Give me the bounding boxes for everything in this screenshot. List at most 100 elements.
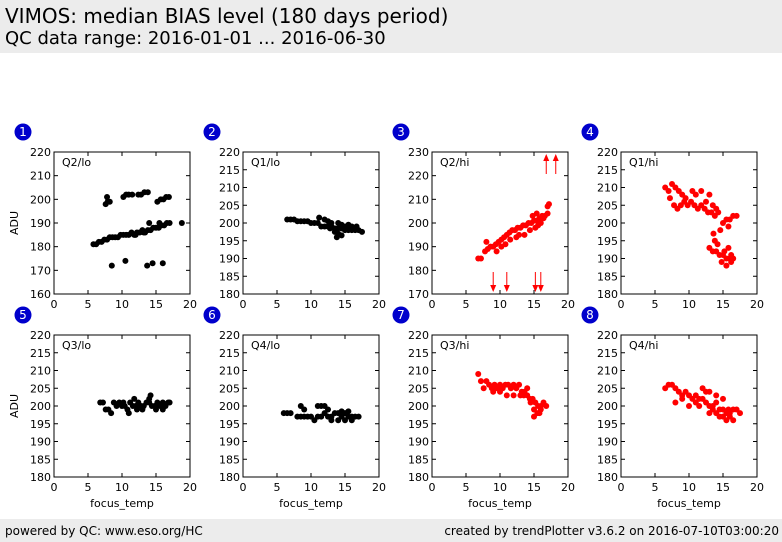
subplot-badge (14, 306, 32, 324)
x-tick-label: 15 (149, 298, 163, 311)
x-tick-label: 5 (85, 298, 92, 311)
plot-frame (620, 151, 758, 295)
data-point (737, 410, 743, 417)
data-point (122, 257, 129, 264)
data-point (477, 378, 484, 385)
data-point (725, 244, 732, 251)
y-tick-label: 185 (219, 270, 240, 283)
subplot-badge-number: 6 (208, 308, 216, 322)
data-point (516, 381, 523, 388)
data-point (338, 408, 345, 415)
data-point (728, 259, 735, 266)
y-tick-label: 200 (30, 193, 51, 206)
data-point (706, 410, 713, 417)
data-point (108, 262, 115, 269)
data-point (144, 189, 151, 196)
x-tick-label: 15 (338, 298, 352, 311)
y-tick-label: 190 (597, 253, 618, 266)
y-tick-label: 190 (597, 436, 618, 449)
data-point (490, 388, 497, 395)
data-point (129, 191, 136, 198)
out-of-range-arrow-head (503, 285, 510, 292)
x-tick-label: 20 (750, 298, 764, 311)
data-point (545, 201, 552, 208)
data-point (342, 417, 348, 424)
y-tick-label: 180 (408, 264, 429, 277)
data-point (144, 262, 151, 269)
x-tick-label: 0 (618, 298, 625, 311)
x-tick-label: 20 (750, 481, 764, 494)
y-tick-label: 200 (597, 400, 618, 413)
x-tick-label: 10 (115, 481, 129, 494)
data-point (159, 406, 166, 413)
y-tick-label: 200 (219, 400, 240, 413)
data-point (325, 406, 331, 413)
data-point (108, 410, 115, 417)
data-point (497, 388, 503, 395)
data-point (527, 399, 534, 406)
x-tick-label: 5 (652, 298, 659, 311)
data-point (696, 403, 703, 409)
data-point (544, 210, 551, 217)
y-tick-label: 230 (408, 146, 429, 159)
y-tick-label: 195 (597, 235, 618, 248)
data-point (153, 406, 159, 413)
footer-powered-by: powered by QC: www.eso.org/HC (5, 524, 203, 538)
y-tick-label: 200 (597, 217, 618, 230)
y-tick-label: 195 (219, 235, 240, 248)
out-of-range-arrow-head (532, 285, 539, 292)
data-point (345, 408, 352, 415)
x-tick-label: 0 (618, 481, 625, 494)
data-point (475, 371, 482, 378)
plot-frame (431, 151, 569, 295)
data-point (543, 403, 550, 409)
data-point (698, 188, 705, 195)
x-tick-label: 20 (372, 481, 386, 494)
y-tick-label: 215 (597, 347, 618, 360)
data-point (348, 417, 355, 424)
y-tick-label: 180 (597, 288, 618, 301)
data-point (692, 191, 699, 198)
data-point (728, 251, 735, 258)
data-point (353, 223, 360, 230)
data-point (120, 399, 127, 406)
subplot-badge (392, 123, 410, 141)
x-tick-label: 10 (304, 298, 318, 311)
x-tick-label: 5 (274, 298, 281, 311)
y-tick-label: 210 (408, 193, 429, 206)
y-tick-label: 220 (597, 146, 618, 159)
x-tick-label: 15 (149, 481, 163, 494)
subplot-label: Q2/hi (440, 156, 469, 169)
data-point (520, 392, 527, 399)
data-point (477, 255, 484, 262)
y-tick-label: 210 (408, 365, 429, 378)
y-tick-label: 180 (219, 288, 240, 301)
x-tick-label: 5 (463, 481, 470, 494)
data-point (706, 191, 713, 198)
footer-created-by: created by trendPlotter v3.6.2 on 2016-0… (444, 524, 779, 538)
y-tick-label: 180 (597, 471, 618, 484)
y-tick-label: 190 (30, 217, 51, 230)
y-tick-label: 215 (219, 164, 240, 177)
out-of-range-arrow-head (552, 154, 559, 161)
data-point (493, 248, 500, 255)
data-point (156, 220, 163, 226)
subplot-1: 1 160 170 180 190 200 210 220 0 5 10 15 20 Q2/lo ADU (8, 123, 197, 311)
data-point (516, 231, 523, 238)
data-point (679, 395, 686, 402)
y-tick-label: 190 (30, 436, 51, 449)
subplot-badge-number: 3 (397, 125, 405, 139)
data-point (706, 388, 713, 395)
subplot-badge (203, 123, 221, 141)
subplot-label: Q3/hi (440, 339, 469, 352)
y-tick-label: 220 (408, 170, 429, 183)
data-point (328, 220, 335, 226)
y-tick-label: 160 (30, 288, 51, 301)
data-point (301, 406, 308, 413)
data-point (327, 225, 334, 232)
subplot-badge (392, 306, 410, 324)
data-point (104, 193, 111, 200)
y-tick-label: 205 (219, 382, 240, 395)
x-tick-label: 20 (183, 481, 197, 494)
